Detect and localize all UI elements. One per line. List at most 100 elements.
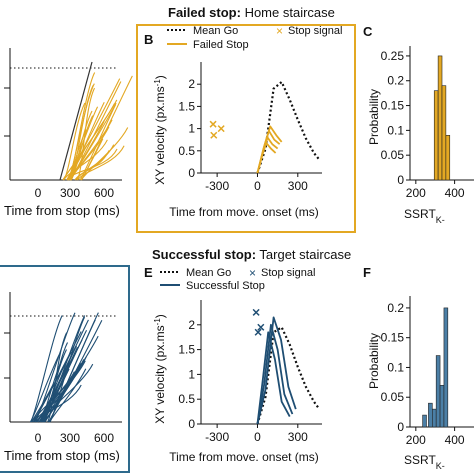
panel-c-chart: 0 0.05 0.1 0.15 0.2 0.25 200 400 [381,46,474,200]
panel-b-ylabel: XY velocity (px.ms-1) [153,75,168,185]
xtick-label: -300 [205,179,229,193]
panel-d-xlabel: Time from stop (ms) [4,448,120,463]
stop-trial-line [256,141,277,174]
panel-d-frame [0,265,130,473]
ytick-label: 1.5 [178,99,195,113]
ytick-label: 1 [188,122,195,136]
histogram-bar [441,85,447,181]
histogram-bar [422,414,427,428]
rt-trace [66,148,118,181]
stop-signal-marker [210,131,218,139]
rt-trace [79,104,117,181]
panel-a-failed: 0 300 600 Time from stop (ms) [4,48,133,218]
rt-trace [62,103,115,181]
histogram-bar [437,55,443,181]
panel-e-ylabel: XY velocity (px.ms-1) [153,314,168,424]
ytick-label: 0 [397,420,404,434]
panel-d-traces [29,312,103,423]
panel-d-xtick-label: 300 [60,431,80,445]
panel-f-ylabel: Probability [367,333,381,389]
ytick-label: 0.05 [381,148,405,162]
legend-stop-signal-label: Stop signal [261,267,315,279]
xtick-label: 300 [288,179,308,193]
histogram-bar [435,355,441,428]
ytick-label: 0.05 [381,390,405,404]
panel-e-legend: Mean Go Successful Stop × Stop signal [160,266,315,292]
panel-b-frame [136,24,356,233]
panel-e-xlabel: Time from move. onset (ms) [169,450,319,464]
panel-a-xlabel: Time from stop (ms) [4,203,120,218]
xtick-label: 200 [406,186,426,200]
ytick-label: 1.5 [178,343,195,357]
ytick-label: 2 [188,77,195,91]
panel-e-letter: E [144,265,153,280]
stop-trial-line [256,129,281,174]
mean-go-line [256,325,321,425]
panel-e-chart: 0 0.5 1 1.5 2 -300 0 300 [178,300,322,444]
rt-trace [66,78,121,181]
mean-go-line [256,80,321,174]
panel-d-xtick-label: 600 [94,431,114,445]
ytick-label: 0.2 [387,301,404,315]
xtick-label: 400 [445,186,465,200]
ytick-label: 2 [188,318,195,332]
row1-title: Failed stop: Home staircase [168,5,335,20]
legend-failed-stop-label: Failed Stop [193,39,249,51]
ytick-label: 0.15 [381,99,405,113]
panel-f-xlabel: SSRTK- [404,453,445,471]
stop-trial-line [256,331,291,425]
ytick-label: 0.15 [381,331,405,345]
histogram-bar [432,408,437,428]
panel-d-successful: 0 300 600 Time from stop (ms) [4,292,122,463]
stop-trial-line [256,323,294,425]
panel-b-legend: Mean Go Failed Stop × Stop signal [167,24,342,51]
legend-successful-stop-label: Successful Stop [186,280,265,292]
panel-a-xtick-label: 300 [60,186,80,200]
panel-f-chart: 0 0.05 0.1 0.15 0.2 200 400 [381,296,474,447]
xtick-label: -300 [205,430,229,444]
rt-trace [69,126,110,181]
panel-a-xtick-label: 0 [35,186,42,200]
rt-trace [48,319,96,423]
panel-c-letter: C [363,24,373,39]
rt-trace [36,360,86,423]
panel-a-traces [59,61,133,181]
panel-b-xlabel: Time from move. onset (ms) [169,205,319,219]
histogram-bar [433,90,439,181]
stop-signal-marker [252,308,260,316]
legend-mean-go-label: Mean Go [193,25,238,37]
legend-stop-signal-marker: × [276,24,283,38]
ytick-label: 0.5 [178,392,195,406]
histogram-bar [443,307,449,428]
rt-trace [34,312,76,423]
ytick-label: 0.25 [381,49,405,63]
ytick-label: 0.2 [387,74,404,88]
histogram-bar [439,385,445,428]
stop-signal-marker [257,323,265,331]
panel-a-xtick-label: 600 [94,186,114,200]
stop-signal-marker [217,125,225,133]
rt-trace [42,349,67,423]
rt-trace [49,368,87,423]
ytick-label: 0.1 [387,360,404,374]
histogram-bar [445,135,451,181]
stop-signal-marker [209,120,217,128]
ytick-label: 0 [188,166,195,180]
legend-mean-go-label: Mean Go [186,267,231,279]
rt-trace [63,139,108,181]
xtick-label: 0 [254,430,261,444]
xtick-label: 0 [254,179,261,193]
panel-c-ylabel: Probability [367,89,381,145]
histogram-bar [428,402,433,428]
rt-trace [29,354,60,423]
legend-stop-signal-marker: × [249,266,256,280]
ytick-label: 0 [397,173,404,187]
stop-signal-marker [254,328,262,336]
legend-stop-signal-label: Stop signal [288,25,342,37]
ytick-label: 0.1 [387,123,404,137]
ytick-label: 0 [188,417,195,431]
xtick-label: 200 [406,433,426,447]
rt-trace [44,356,87,423]
xtick-label: 300 [288,430,308,444]
